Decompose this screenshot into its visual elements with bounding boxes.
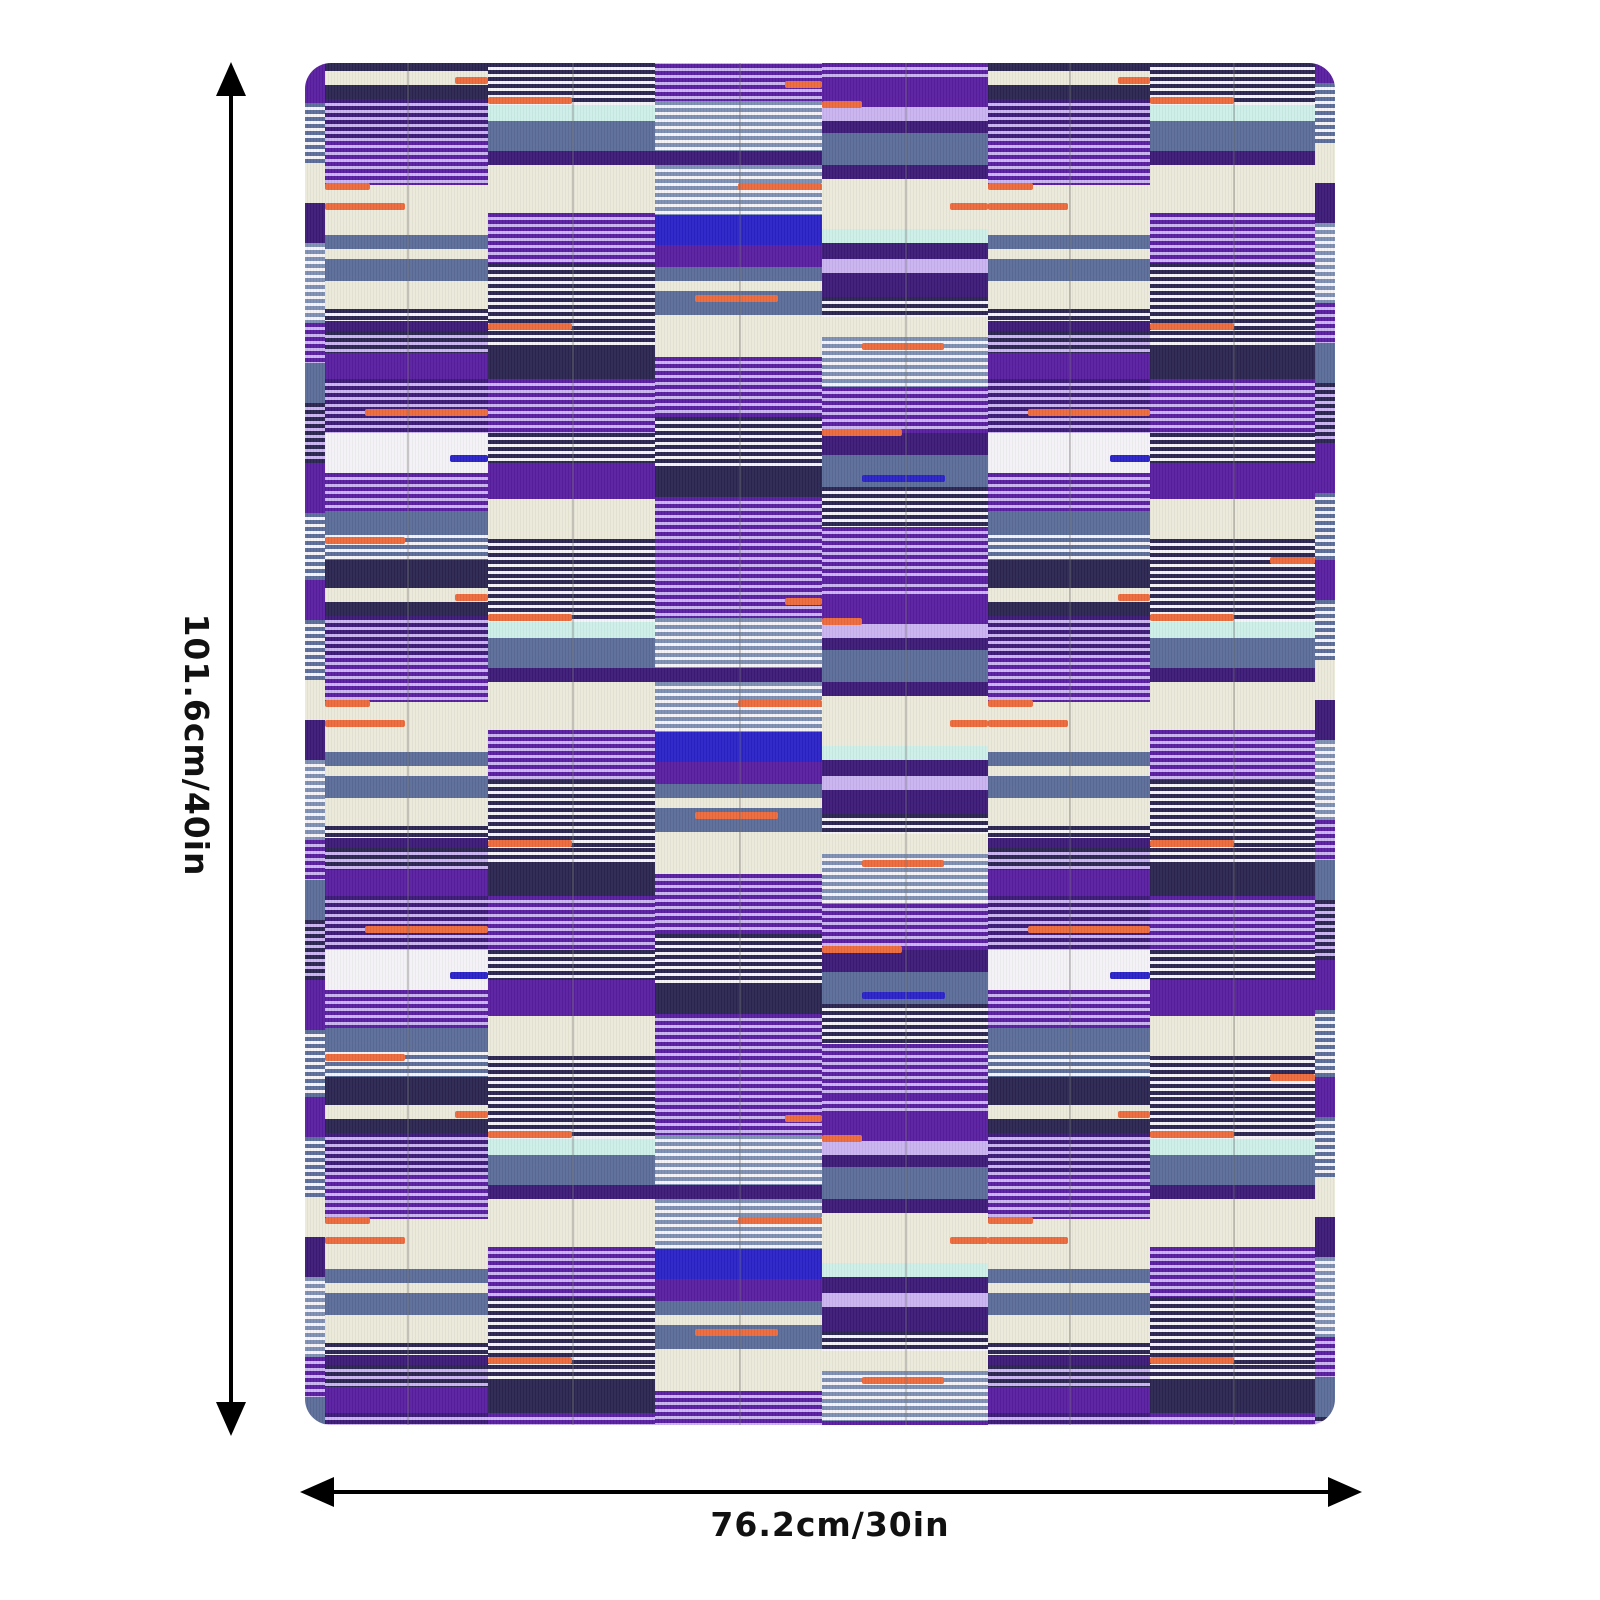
width-arrow-right-icon xyxy=(1328,1477,1362,1507)
rug-column xyxy=(305,63,325,1425)
rug-column xyxy=(822,63,988,1425)
height-dimension-line xyxy=(229,90,233,1410)
rug-column xyxy=(1150,63,1315,1425)
height-dimension-label: 101.6cm/40in xyxy=(177,613,216,877)
width-dimension-label: 76.2cm/30in xyxy=(710,1505,950,1544)
rug-product-image xyxy=(305,63,1335,1425)
width-arrow-left-icon xyxy=(300,1477,334,1507)
rug-column xyxy=(325,63,488,1425)
rug-column xyxy=(988,63,1150,1425)
rug-column xyxy=(1315,63,1335,1425)
rug-column xyxy=(655,63,822,1425)
height-arrow-down-icon xyxy=(216,1402,246,1436)
width-dimension-line xyxy=(330,1490,1335,1494)
rug-column xyxy=(488,63,655,1425)
